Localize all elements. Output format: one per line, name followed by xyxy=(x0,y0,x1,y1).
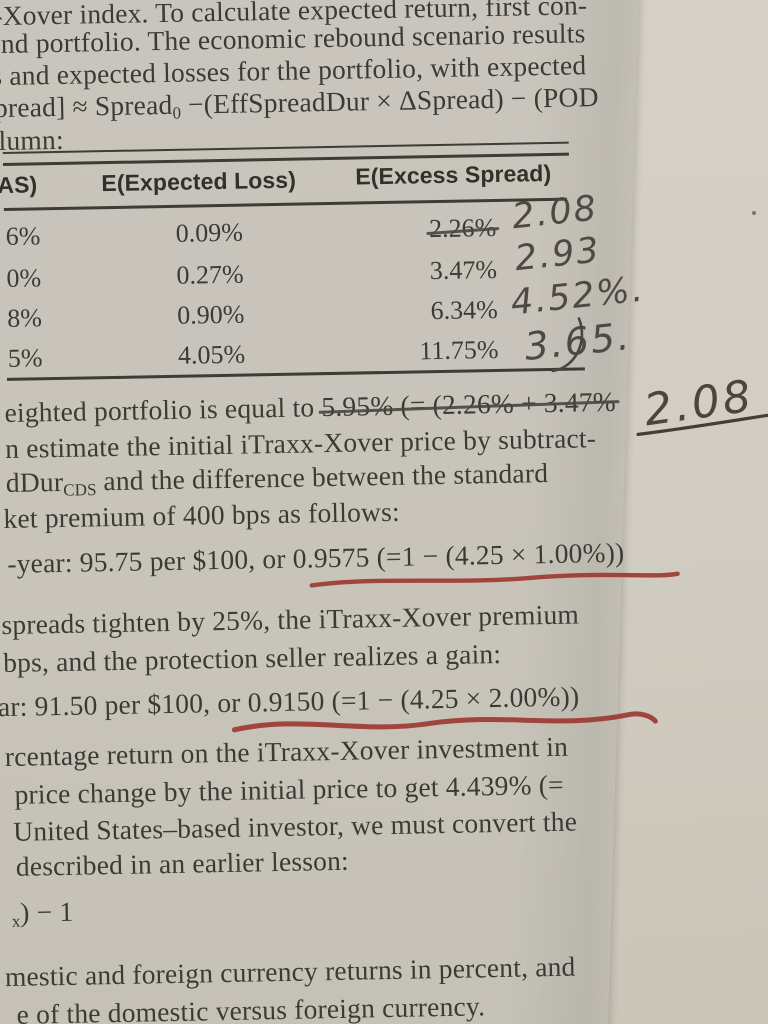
dust-speck xyxy=(752,211,756,215)
text-line: ket premium of 400 bps as follows: xyxy=(3,495,401,535)
text-line: price change by the initial price to get… xyxy=(14,768,565,810)
text-line: mestic and foreign currency returns in p… xyxy=(4,950,576,993)
struck-text: 5.95% (= (2.26% + 3.47% xyxy=(321,385,617,423)
table-header-expected-loss: E(Expected Loss) xyxy=(101,166,297,197)
cell-excess-spread: 11.75% xyxy=(419,334,499,366)
formula-fragment: ) − 1 xyxy=(19,895,74,928)
cell-expected-loss: 4.05% xyxy=(177,339,246,370)
formula-fragment: pread] ≈ Spread xyxy=(0,88,173,124)
table-top-rule xyxy=(2,141,569,154)
text-fragment: dDur xyxy=(5,465,64,498)
cell-oas: 6% xyxy=(5,221,41,251)
red-underline-2 xyxy=(231,711,658,733)
cell-oas: 5% xyxy=(7,343,43,373)
cell-excess-spread: 2.26% xyxy=(428,212,497,244)
text-line: bps, and the protection seller realizes … xyxy=(2,637,502,679)
text-fragment: eighted portfolio is equal to xyxy=(4,391,322,428)
subscript: 0 xyxy=(172,103,182,123)
text-line: spreads tighten by 25%, the iTraxx-Xover… xyxy=(1,598,580,641)
cell-oas: 8% xyxy=(6,303,43,333)
text-line: e of the domestic versus foreign currenc… xyxy=(16,990,486,1024)
text-line: eighted portfolio is equal to 5.95% (= (… xyxy=(4,385,617,428)
cell-excess-spread: 6.34% xyxy=(430,294,499,326)
cell-oas: 0% xyxy=(6,263,42,293)
pen-underline-mark xyxy=(636,411,768,436)
cell-expected-loss: 0.27% xyxy=(176,259,244,290)
formula-fragment: −(EffSpreadDur × ΔSpread) − (POD xyxy=(180,81,599,120)
formula-line: x) − 1 xyxy=(11,895,74,937)
text-line: rcentage return on the iTraxx-Xover inve… xyxy=(4,730,569,773)
table-bottom-rule xyxy=(6,367,585,381)
cell-expected-loss: 0.90% xyxy=(176,299,245,330)
table-header-rule xyxy=(3,197,567,211)
cell-expected-loss: 0.09% xyxy=(175,217,244,248)
table-header-excess-spread: E(Excess Spread) xyxy=(355,159,552,190)
table-header-oas: AS) xyxy=(0,171,38,199)
subscript: x xyxy=(11,911,21,931)
text-line: pread] ≈ Spread0 −(EffSpreadDur × ΔSprea… xyxy=(0,81,599,132)
text-fragment: and the difference between the standard xyxy=(96,457,549,497)
pen-hook-mark xyxy=(551,317,584,373)
handwritten-correction: 2.08 xyxy=(510,188,600,238)
subscript: CDS xyxy=(63,480,97,500)
handwritten-correction: 2.93 xyxy=(512,230,603,280)
cell-excess-spread: 3.47% xyxy=(429,254,498,286)
red-underline-1 xyxy=(309,571,680,588)
text-line: United States–based investor, we must co… xyxy=(12,805,578,847)
text-line: described in an earlier lesson: xyxy=(15,844,350,882)
